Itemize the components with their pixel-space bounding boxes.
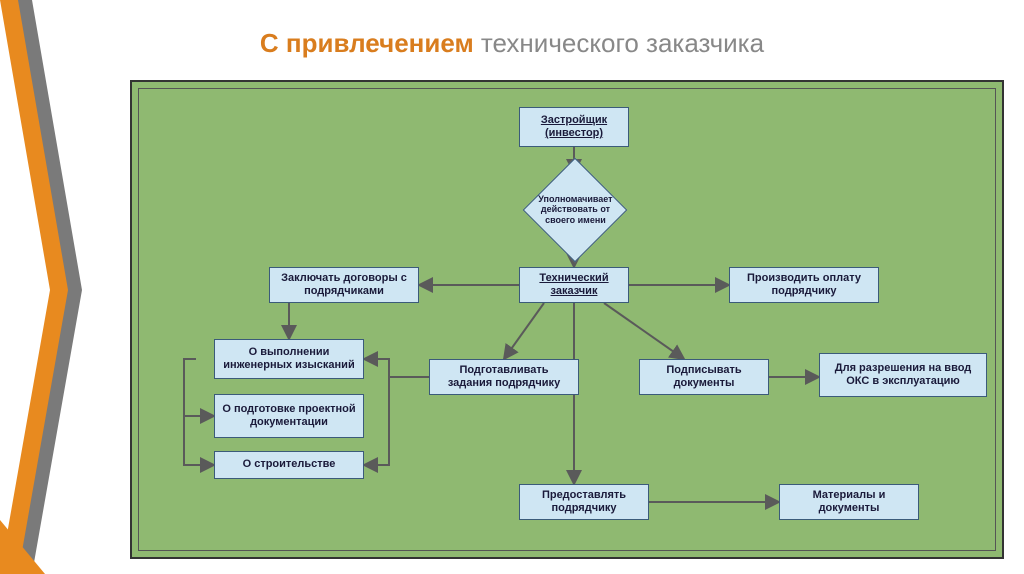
node-authorizes: Уполномачивает действовать от своего име… [523,158,628,263]
diagram-inner: Застройщик (инвестор) Технический заказч… [138,88,996,551]
diagram-frame: Застройщик (инвестор) Технический заказч… [130,80,1004,559]
node-sign-docs: Подписывать документы [639,359,769,395]
node-tech-customer: Технический заказчик [519,267,629,303]
page-title: С привлечением технического заказчика [0,28,1024,59]
node-developer: Застройщик (инвестор) [519,107,629,147]
side-decoration [0,0,90,574]
node-commissioning-permit: Для разрешения на ввод ОКС в эксплуатаци… [819,353,987,397]
node-prepare-tasks: Подготавливать задания подрядчику [429,359,579,395]
title-rest: технического заказчика [474,28,764,58]
node-payment: Производить оплату подрядчику [729,267,879,303]
node-engineering-surveys: О выполнении инженерных изысканий [214,339,364,379]
node-construction: О строительстве [214,451,364,479]
node-project-docs: О подготовке проектной документации [214,394,364,438]
node-provide-contractor: Предоставлять подрядчику [519,484,649,520]
title-accent: С привлечением [260,28,474,58]
node-contracts: Заключать договоры с подрядчиками [269,267,419,303]
node-materials-docs: Материалы и документы [779,484,919,520]
edges-layer [139,89,995,550]
